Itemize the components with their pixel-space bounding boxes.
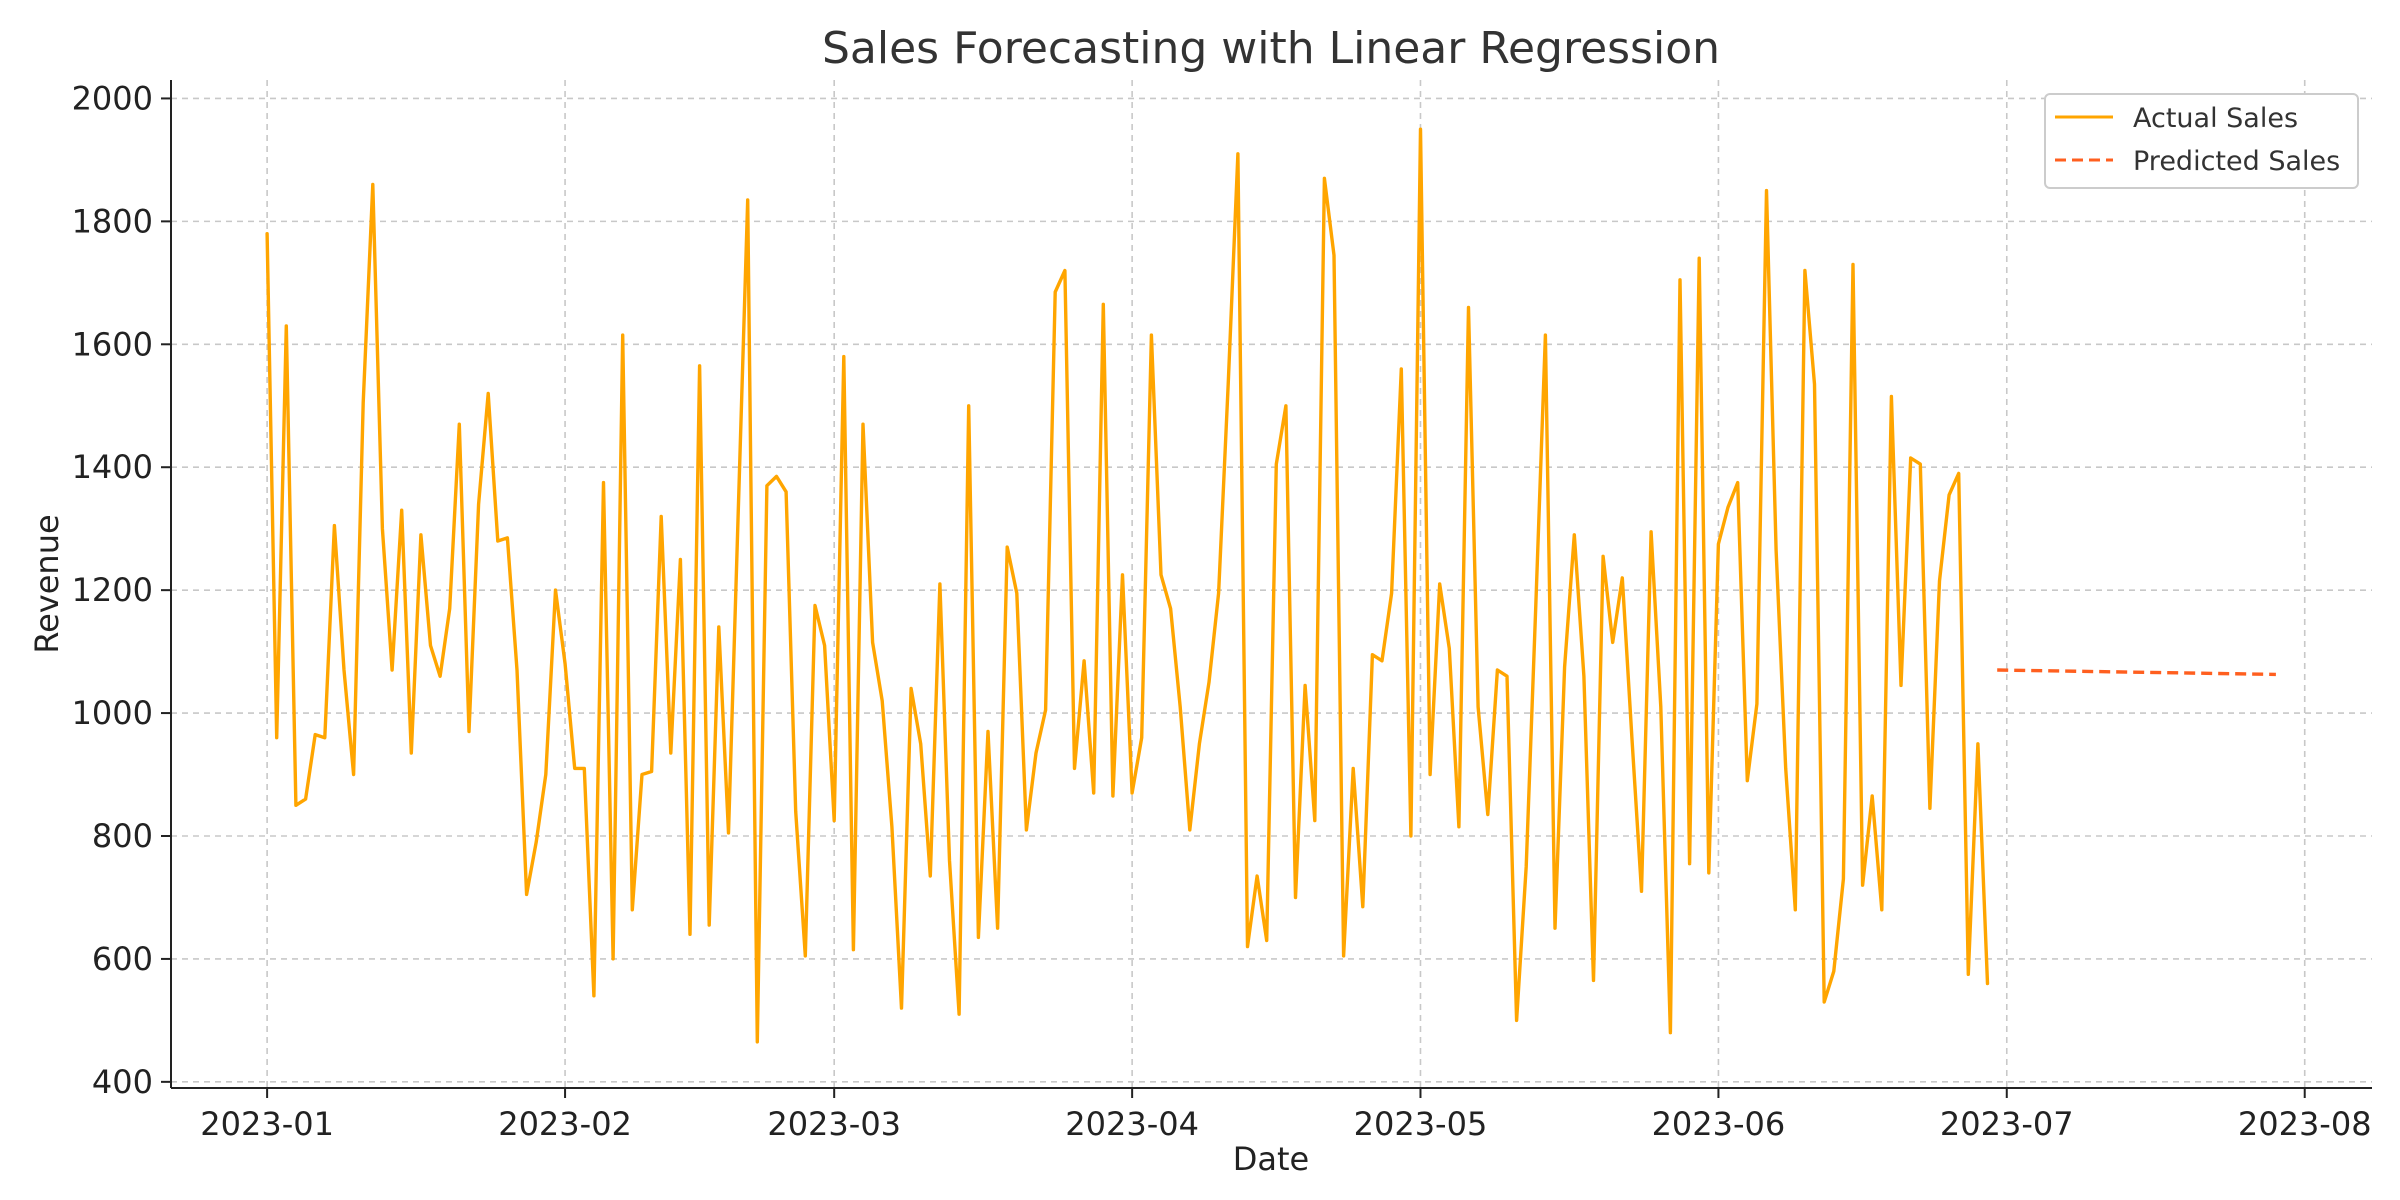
grid: [171, 80, 2372, 1088]
y-axis-ticks: 400 600 800 1000 1200 1400 1600 1800 2000: [72, 79, 171, 1101]
x-tick-label: 2023-01: [200, 1105, 334, 1143]
x-tick-label: 2023-03: [767, 1105, 901, 1143]
legend: Actual Sales Predicted Sales: [2044, 93, 2359, 189]
x-tick-label: 2023-08: [2238, 1105, 2372, 1143]
y-tick-label: 1000: [72, 694, 153, 732]
x-axis-label: Date: [1233, 1140, 1309, 1178]
x-tick-label: 2023-02: [498, 1105, 632, 1143]
legend-box: [2044, 93, 2359, 189]
legend-label-actual-sales: Actual Sales: [2133, 103, 2298, 134]
legend-label-predicted-sales: Predicted Sales: [2133, 146, 2340, 177]
x-tick-label: 2023-06: [1652, 1105, 1786, 1143]
x-tick-label: 2023-07: [1940, 1105, 2074, 1143]
x-axis-ticks: 2023-01 2023-02 2023-03 2023-04 2023-05 2023-…: [200, 1088, 2372, 1143]
y-tick-label: 1600: [72, 325, 153, 363]
predicted-sales-line: [1997, 668, 2276, 677]
y-tick-label: 1800: [72, 202, 153, 240]
x-tick-label: 2023-04: [1065, 1105, 1199, 1143]
y-axis-label: Revenue: [28, 514, 66, 653]
y-tick-label: 400: [92, 1063, 153, 1101]
y-tick-label: 2000: [72, 79, 153, 117]
y-tick-label: 800: [92, 817, 153, 855]
axes-spines: [170, 80, 2372, 1089]
y-tick-label: 1400: [72, 448, 153, 486]
x-tick-label: 2023-05: [1354, 1105, 1488, 1143]
chart-title: Sales Forecasting with Linear Regression: [822, 23, 1720, 74]
y-tick-label: 600: [92, 940, 153, 978]
series-layer: [265, 127, 2276, 1044]
y-tick-label: 1200: [72, 571, 153, 609]
actual-sales-line: [265, 127, 1990, 1044]
